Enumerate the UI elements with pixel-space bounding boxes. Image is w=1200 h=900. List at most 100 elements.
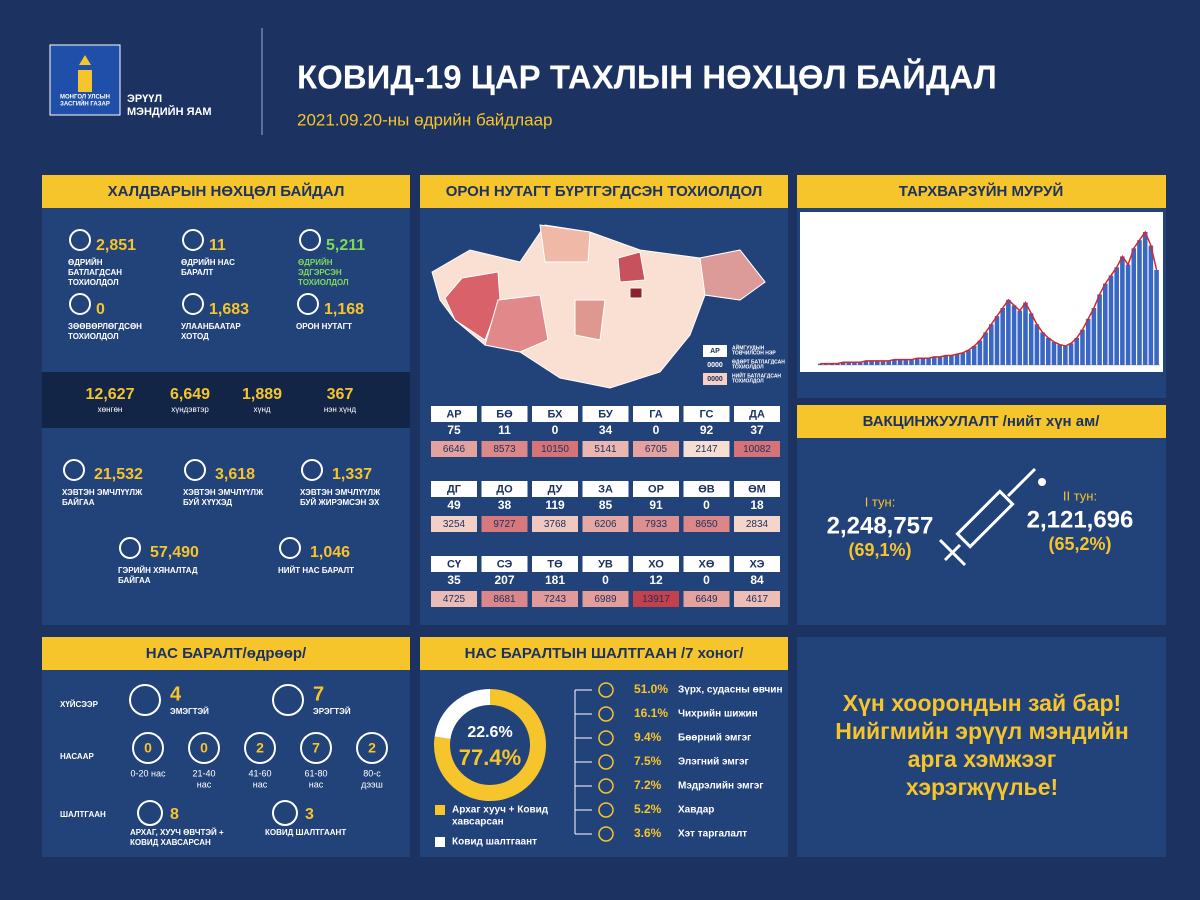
severity-band bbox=[42, 372, 410, 428]
daily-value: 18 bbox=[750, 498, 764, 512]
bar bbox=[1040, 332, 1045, 365]
legend-text: ТОХИОЛДОЛ bbox=[732, 378, 764, 384]
slogan-line: Нийгмийн эрүүл мэндийн bbox=[835, 718, 1128, 744]
stat-label: ЗӨӨВӨРЛӨГДСӨН bbox=[68, 322, 142, 331]
icon bbox=[129, 684, 161, 716]
total-value: 2834 bbox=[746, 519, 769, 530]
code-cell bbox=[633, 556, 679, 572]
bar bbox=[818, 363, 823, 365]
title: КОВИД-19 ЦАР ТАХЛЫН НӨХЦӨЛ БАЙДАЛ bbox=[297, 58, 997, 96]
icon bbox=[184, 459, 206, 481]
bar bbox=[1091, 308, 1097, 365]
legend-text: Архаг хууч + Ковид bbox=[452, 805, 549, 816]
row-label: НАСААР bbox=[60, 752, 94, 761]
row-label: ХҮЙСЭЭР bbox=[60, 700, 99, 709]
stat-label: БУЙ ЖИРЭМСЭН ЭХ bbox=[300, 498, 380, 507]
daily-value: 38 bbox=[498, 498, 512, 512]
total-value: 4725 bbox=[443, 594, 466, 605]
icon bbox=[63, 459, 85, 481]
dose-label: II тун: bbox=[1063, 488, 1097, 503]
total-value: 6705 bbox=[645, 444, 668, 455]
bar bbox=[1148, 245, 1154, 365]
daily-value: 181 bbox=[545, 573, 565, 587]
age-value: 0 bbox=[144, 740, 152, 756]
panel bbox=[797, 637, 1166, 857]
total-value: 4617 bbox=[746, 594, 769, 605]
severity-label: нэн хүнд bbox=[324, 405, 357, 414]
daily-value: 12 bbox=[649, 573, 663, 587]
legend-text: ТОВЧИЛСОН НЭР bbox=[732, 350, 776, 356]
bar bbox=[863, 360, 869, 365]
cause-value: 3 bbox=[305, 806, 314, 823]
aimag-code: ХЭ bbox=[750, 558, 765, 570]
code-cell bbox=[532, 556, 578, 572]
total-value: 8681 bbox=[493, 594, 516, 605]
total-cell bbox=[734, 441, 780, 457]
total-cell bbox=[633, 591, 679, 607]
daily-value: 85 bbox=[599, 498, 613, 512]
trend-line bbox=[820, 230, 1158, 365]
cause-name: Бөөрний эмгэг bbox=[678, 733, 751, 744]
daily-value: 119 bbox=[545, 498, 565, 512]
aimag-code: ДГ bbox=[447, 483, 462, 495]
daily-value: 11 bbox=[498, 423, 511, 437]
stat-label: БАЙГАА bbox=[62, 498, 95, 507]
bar bbox=[914, 358, 920, 365]
bar bbox=[886, 360, 891, 365]
severity-value: 367 bbox=[327, 386, 354, 403]
logo-emblem bbox=[78, 55, 92, 92]
aimag-code: ГС bbox=[699, 408, 713, 420]
donut-label: 77.4% bbox=[459, 745, 521, 770]
legend-text: хавсарсан bbox=[452, 817, 504, 828]
stat-value: 1,046 bbox=[310, 544, 350, 561]
stat-value: 21,532 bbox=[94, 466, 143, 483]
panel bbox=[42, 637, 410, 857]
cause-percent: 16.1% bbox=[634, 706, 668, 720]
icon bbox=[598, 682, 614, 698]
severity-label: хөнгөн bbox=[98, 405, 123, 414]
aimag-code: ДО bbox=[496, 483, 513, 495]
legend-text: НИЙТ БАТЛАГДСАН bbox=[732, 371, 781, 379]
total-value: 7243 bbox=[544, 594, 567, 605]
code-cell bbox=[734, 556, 780, 572]
total-cell bbox=[481, 591, 528, 607]
bar bbox=[1028, 313, 1034, 365]
code-cell bbox=[481, 481, 528, 497]
code-cell bbox=[431, 556, 477, 572]
bar bbox=[920, 358, 926, 365]
severity-value: 6,649 bbox=[170, 386, 210, 403]
age-value: 2 bbox=[256, 740, 264, 756]
dose-percent: (65,2%) bbox=[1048, 534, 1111, 554]
icon bbox=[598, 730, 614, 746]
aimag-code: ДУ bbox=[548, 483, 563, 495]
age-label: 61-80 bbox=[304, 768, 327, 778]
icon bbox=[182, 229, 204, 251]
gov-name: ЗАСГИЙН ГАЗАР bbox=[60, 100, 110, 108]
aimag-code: ӨМ bbox=[748, 483, 766, 495]
icon bbox=[297, 293, 319, 315]
panel-header bbox=[797, 405, 1166, 438]
cause-label: КОВИД ШАЛТГААНТ bbox=[265, 828, 346, 837]
aimag-code: АР bbox=[446, 408, 461, 420]
severity-value: 1,889 bbox=[242, 386, 282, 403]
aimag-code: БХ bbox=[548, 408, 564, 420]
code-cell bbox=[582, 481, 629, 497]
total-cell bbox=[683, 516, 730, 532]
total-value: 6206 bbox=[594, 519, 617, 530]
code-cell bbox=[431, 481, 477, 497]
total-value: 8573 bbox=[493, 444, 516, 455]
stat-label: ӨДРИЙН bbox=[68, 258, 103, 267]
legend-box-text: АР bbox=[710, 348, 720, 355]
row-label: ШАЛТГААН bbox=[60, 810, 106, 819]
aimag-code: БӨ bbox=[496, 408, 513, 420]
total-cell bbox=[582, 591, 629, 607]
panel bbox=[420, 637, 788, 857]
stat-label: ТОХИОЛДОЛ bbox=[68, 332, 119, 341]
stat-label: ХЭВТЭН ЭМЧЛҮҮЛЖ bbox=[183, 488, 264, 497]
age-label: 80-с bbox=[363, 768, 381, 778]
aimag-code: БУ bbox=[598, 408, 613, 420]
legend-text: ӨДӨРТ БАТЛАГДСАН bbox=[732, 359, 785, 365]
bar bbox=[857, 362, 863, 365]
legend-box bbox=[703, 345, 727, 357]
